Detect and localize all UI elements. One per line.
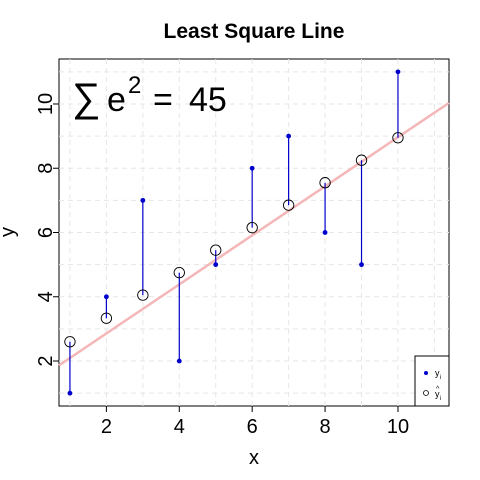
legend-fitted-marker bbox=[423, 390, 429, 396]
sse-exponent: 2 bbox=[128, 72, 141, 99]
observed-point bbox=[176, 358, 182, 364]
fitted-point bbox=[137, 289, 149, 301]
legend-box bbox=[414, 355, 450, 407]
y-tick-label: 10 bbox=[35, 93, 57, 115]
fitted-point bbox=[210, 244, 222, 256]
legend-fitted-label: y bbox=[435, 389, 440, 399]
observed-point bbox=[67, 390, 73, 396]
x-axis-label: x bbox=[249, 447, 259, 469]
observed-point bbox=[249, 165, 255, 171]
fitted-point bbox=[246, 222, 258, 234]
y-axis-ticks: 2 4 6 8 10 bbox=[35, 93, 59, 367]
sse-sigma: ∑ bbox=[72, 76, 101, 120]
sse-value: 45 bbox=[189, 81, 227, 119]
y-tick-label: 6 bbox=[35, 227, 57, 238]
x-tick-label: 8 bbox=[320, 416, 331, 438]
observed-point bbox=[103, 294, 109, 300]
y-axis-label: y bbox=[0, 227, 19, 237]
observed-point bbox=[140, 197, 146, 203]
x-axis-ticks: 2 4 6 8 10 bbox=[101, 406, 409, 438]
residual-segments bbox=[69, 71, 399, 394]
fitted-point bbox=[282, 199, 295, 211]
x-tick-label: 6 bbox=[247, 416, 258, 438]
least-squares-line bbox=[58, 101, 450, 367]
y-tick-label: 2 bbox=[35, 355, 57, 366]
fitted-point bbox=[355, 154, 368, 166]
fitted-points bbox=[64, 132, 404, 348]
fitted-point bbox=[100, 312, 113, 324]
legend-fitted-subscript: i bbox=[440, 396, 441, 402]
observed-point bbox=[395, 69, 401, 75]
x-tick-label: 4 bbox=[174, 416, 185, 438]
legend: y i ^ y i bbox=[414, 355, 450, 407]
sse-base: e bbox=[107, 81, 126, 119]
sse-equals: = bbox=[153, 81, 173, 119]
observed-point bbox=[213, 262, 219, 268]
observed-point bbox=[286, 133, 292, 139]
legend-fitted-hat: ^ bbox=[436, 386, 440, 393]
observed-point bbox=[359, 262, 364, 268]
fitted-point bbox=[64, 336, 76, 348]
y-tick-label: 4 bbox=[35, 291, 57, 302]
legend-observed-marker bbox=[424, 371, 428, 375]
legend-observed-label: y bbox=[435, 368, 440, 378]
y-tick-label: 8 bbox=[35, 163, 57, 174]
observed-point bbox=[322, 230, 328, 235]
legend-observed-subscript: i bbox=[440, 375, 441, 381]
fitted-point bbox=[392, 132, 404, 144]
x-tick-label: 10 bbox=[387, 416, 409, 438]
fitted-point bbox=[319, 177, 331, 189]
sse-annotation: ∑ e 2 = 45 bbox=[72, 72, 227, 120]
chart-title: Least Square Line bbox=[164, 20, 345, 43]
observed-points bbox=[67, 69, 401, 396]
fitted-point bbox=[173, 267, 185, 279]
x-tick-label: 2 bbox=[101, 416, 112, 438]
